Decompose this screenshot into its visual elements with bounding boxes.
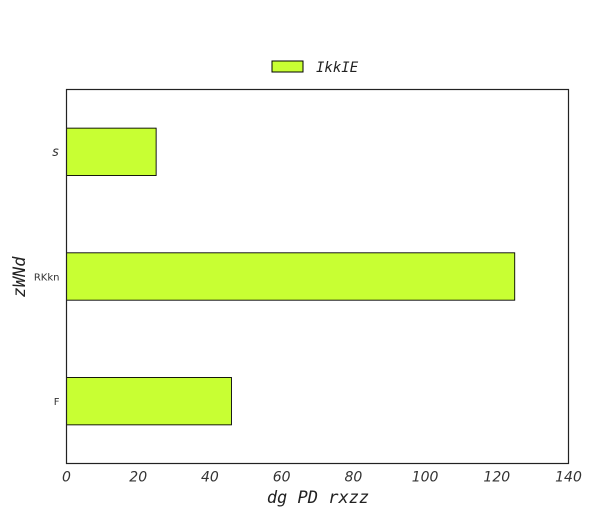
plot-frame <box>65 88 570 465</box>
y-tick-label: s <box>52 145 60 160</box>
x-axis-title: dg PD rxzz <box>267 488 369 508</box>
legend-swatch <box>271 60 304 73</box>
x-tick-label: 140 <box>555 470 582 486</box>
y-category-labels: F RKkn s <box>34 145 60 408</box>
x-tick-label: 20 <box>129 470 147 486</box>
x-tick-label: 120 <box>483 470 510 486</box>
bar-f <box>66 377 232 426</box>
y-tick-label: RKkn <box>34 273 60 284</box>
bars-layer <box>66 127 516 426</box>
legend-label: IkkIE <box>316 60 359 76</box>
bar-rkkn <box>66 252 516 301</box>
x-tick-label: 80 <box>344 470 362 486</box>
x-tick-labels: 0 20 40 60 80 100 120 140 <box>62 470 582 486</box>
legend: IkkIE <box>271 60 359 76</box>
x-tick-label: 60 <box>273 470 291 486</box>
x-tick-label: 0 <box>62 470 71 486</box>
y-tick-label: F <box>54 397 60 408</box>
x-tick-label: 40 <box>201 470 219 486</box>
x-tick-label: 100 <box>412 470 439 486</box>
y-axis-title: zWNd <box>10 256 30 298</box>
bar-s <box>66 127 157 176</box>
